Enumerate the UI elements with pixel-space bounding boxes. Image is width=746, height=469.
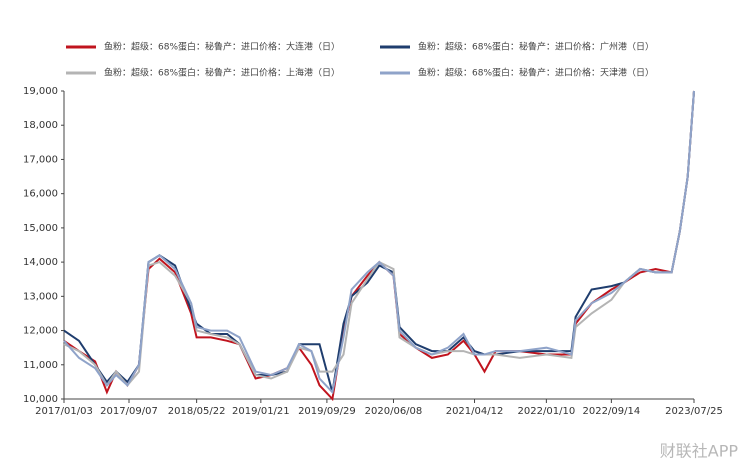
x-tick-label: 2021/04/12 (446, 406, 504, 417)
watermark: 财联社APP (660, 442, 739, 461)
x-tick-label: 2022/01/10 (518, 406, 576, 417)
legend-label: 鱼粉：超级：68%蛋白：秘鲁产：进口价格：大连港（日） (104, 41, 340, 53)
legend-label: 鱼粉：超级：68%蛋白：秘鲁产：进口价格：上海港（日） (104, 67, 340, 79)
x-tick-label: 2023/07/25 (665, 406, 723, 417)
y-tick-label: 12,000 (23, 326, 58, 337)
y-tick-label: 15,000 (23, 223, 58, 234)
series-line (63, 90, 695, 393)
legend-label: 鱼粉：超级：68%蛋白：秘鲁产：进口价格：天津港（日） (418, 67, 654, 79)
y-tick-label: 19,000 (23, 86, 58, 97)
x-tick-label: 2017/01/03 (35, 406, 93, 417)
x-tick-label: 2019/09/29 (298, 406, 356, 417)
y-tick-label: 17,000 (23, 154, 58, 165)
x-tick-label: 2022/09/14 (583, 406, 641, 417)
y-tick-label: 16,000 (23, 189, 58, 200)
y-tick-label: 14,000 (23, 257, 58, 268)
y-tick-label: 11,000 (23, 360, 58, 371)
x-tick-label: 2019/01/21 (232, 406, 290, 417)
x-tick-label: 2020/06/08 (365, 406, 423, 417)
x-tick-label: 2017/09/07 (100, 406, 158, 417)
series-line (63, 90, 695, 388)
legend-label: 鱼粉：超级：68%蛋白：秘鲁产：进口价格：广州港（日） (418, 41, 654, 53)
series-line (63, 90, 695, 395)
y-tick-label: 18,000 (23, 120, 58, 131)
y-tick-label: 13,000 (23, 291, 58, 302)
series-line (63, 90, 695, 402)
y-tick-label: 10,000 (23, 394, 58, 405)
x-tick-label: 2018/05/22 (168, 406, 226, 417)
